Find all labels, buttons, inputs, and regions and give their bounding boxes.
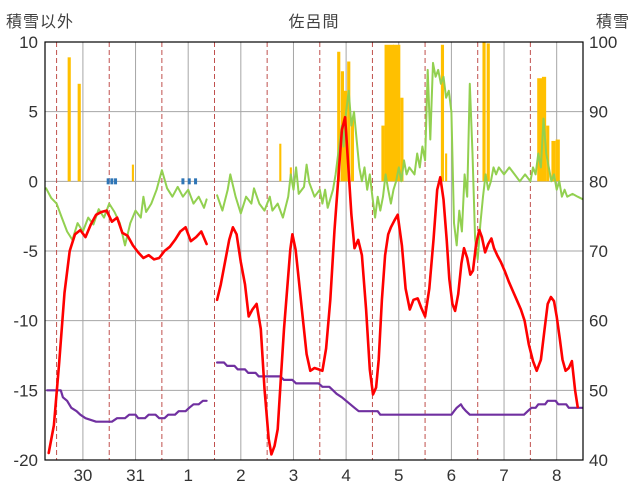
blue-ticks <box>187 178 191 185</box>
left-axis-title: 積雪以外 <box>6 14 75 31</box>
temperature-red-line <box>215 115 580 456</box>
blue-ticks <box>114 178 118 185</box>
blue-ticks <box>181 178 185 185</box>
orange-bars <box>546 125 550 182</box>
snow-depth-purple-line <box>216 361 583 416</box>
right-axis-tick-label: 50 <box>589 381 608 400</box>
orange-bars <box>131 164 134 182</box>
left-axis-tick-label: -20 <box>13 451 38 470</box>
snow-depth-purple-line <box>45 389 208 423</box>
orange-bars <box>77 83 81 182</box>
left-axis-tick-label: -10 <box>13 312 38 331</box>
blue-ticks <box>194 178 198 185</box>
orange-bars <box>440 44 445 182</box>
orange-bars <box>482 42 486 182</box>
blue-ticks <box>106 178 110 185</box>
x-axis-tick-label: 31 <box>126 466 145 485</box>
orange-bars <box>486 43 490 182</box>
orange-bars <box>350 118 355 182</box>
orange-bars <box>337 51 341 182</box>
orange-bars <box>392 44 401 182</box>
orange-bars <box>537 78 543 182</box>
temperature-red-line <box>47 209 208 455</box>
x-axis-tick-label: 4 <box>341 466 350 485</box>
blue-ticks <box>110 178 114 185</box>
x-axis-tick-label: 7 <box>499 466 508 485</box>
left-axis-tick-label: 5 <box>29 103 38 122</box>
orange-bars <box>400 97 404 182</box>
x-axis-tick-label: 3 <box>289 466 298 485</box>
orange-bars <box>384 44 395 182</box>
green-line <box>216 61 583 261</box>
right-axis-tick-label: 70 <box>589 242 608 261</box>
right-axis-tick-label: 60 <box>589 312 608 331</box>
page-title: 佐呂間 <box>288 14 340 31</box>
right-axis-tick-label: 90 <box>589 103 608 122</box>
x-axis-tick-label: 6 <box>447 466 456 485</box>
left-axis-tick-label: -5 <box>23 242 38 261</box>
right-axis-tick-label: 80 <box>589 172 608 191</box>
left-axis-tick-label: -15 <box>13 381 38 400</box>
x-axis-tick-label: 2 <box>236 466 245 485</box>
orange-bars <box>279 143 282 182</box>
left-axis-tick-label: 10 <box>19 33 38 52</box>
left-axis-tick-label: 0 <box>29 172 38 191</box>
right-axis-tick-label: 40 <box>589 451 608 470</box>
x-axis-tick-label: 8 <box>552 466 561 485</box>
x-axis-tick-label: 30 <box>73 466 92 485</box>
x-axis-tick-label: 5 <box>394 466 403 485</box>
orange-bars <box>347 61 351 182</box>
right-axis-tick-label: 100 <box>589 33 617 52</box>
orange-bars <box>445 153 448 182</box>
plot-border <box>44 41 584 461</box>
orange-bars <box>381 125 385 182</box>
orange-bars <box>67 57 71 182</box>
x-axis-tick-label: 1 <box>183 466 192 485</box>
right-axis-title: 積雪 <box>595 14 630 31</box>
orange-bars <box>555 139 560 182</box>
orange-bars <box>551 140 556 182</box>
